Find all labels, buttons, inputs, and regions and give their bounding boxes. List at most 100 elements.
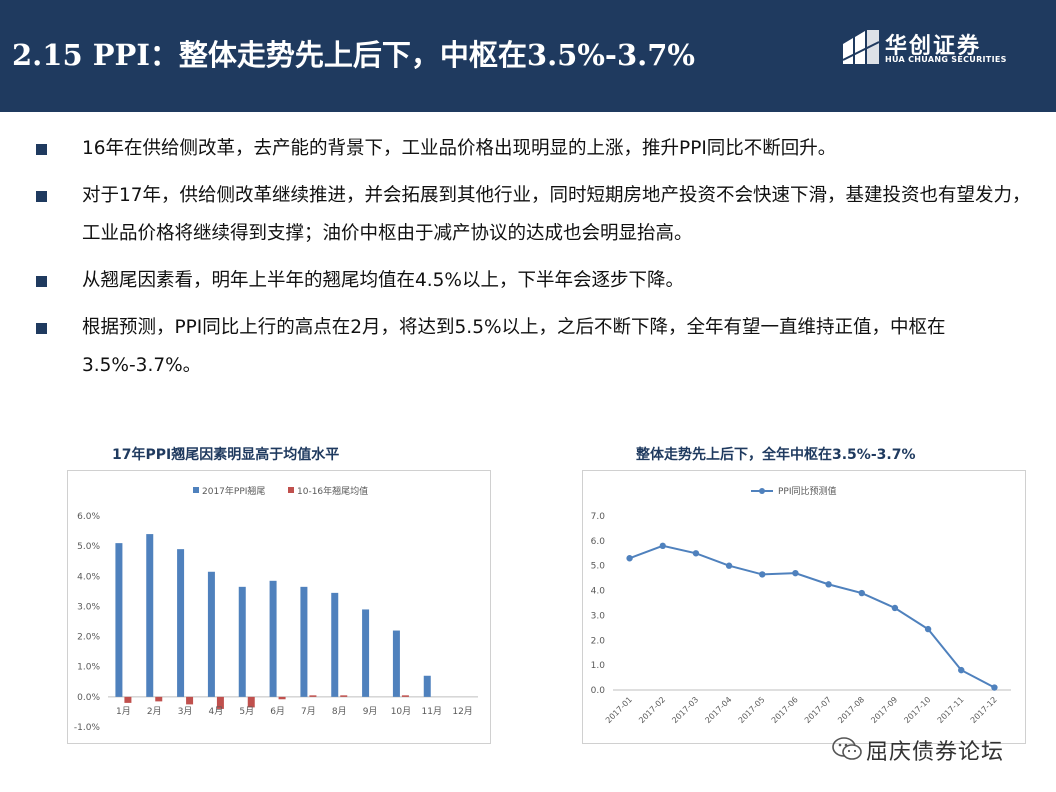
bar-ppi-carryover — [331, 592, 339, 697]
bar-ppi-carryover — [177, 549, 185, 697]
bar-ppi-carryover — [300, 586, 308, 697]
y-tick-label: -1.0% — [74, 723, 101, 733]
bar-avg-carryover — [155, 696, 163, 702]
data-point — [692, 550, 700, 557]
bar-avg-carryover — [401, 695, 409, 697]
bar-avg-carryover — [340, 695, 348, 697]
bar-chart: -1.0% 0.0% 1.0% 2.0% 3.0% 4.0% 5.0% 6.0% 1月 2月 3月 4… — [74, 485, 478, 733]
bar-ppi-carryover — [269, 580, 277, 697]
x-tick-label: 2017-08 — [836, 695, 866, 725]
bar-ppi-carryover — [207, 571, 215, 697]
legend-marker — [759, 488, 765, 494]
bullet-square-icon — [36, 276, 47, 287]
y-tick-label: 0.0 — [591, 686, 606, 696]
data-point — [958, 666, 965, 674]
line-chart-panel: 0.0 1.0 2.0 3.0 4.0 5.0 6.0 7.0 2017-01 2017-02 20… — [582, 470, 1026, 744]
x-tick-label: 12月 — [452, 706, 472, 717]
x-tick-label: 2017-02 — [637, 695, 667, 725]
data-point — [858, 589, 865, 597]
data-point — [924, 625, 932, 633]
bullet-item: 从翘尾因素看，明年上半年的翘尾均值在4.5%以上，下半年会逐步下降。 — [32, 262, 1032, 300]
legend-swatch — [193, 487, 199, 493]
data-point — [659, 542, 666, 550]
x-tick-label: 2017-07 — [803, 695, 833, 725]
bullet-item: 对于17年，供给侧改革继续推进，并会拓展到其他行业，同时短期房地产投资不会快速下… — [32, 177, 1032, 253]
data-point — [891, 604, 899, 612]
data-point — [759, 571, 766, 578]
y-tick-label: 5.0% — [77, 542, 100, 552]
y-tick-label: 1.0 — [591, 661, 606, 671]
page-title: 2.15 PPI：整体走势先上后下，中枢在3.5%-3.7% — [12, 38, 695, 72]
x-tick-label: 2017-04 — [703, 695, 733, 725]
y-tick-label: 4.0 — [591, 587, 606, 597]
x-tick-label: 2017-11 — [936, 695, 966, 725]
bullet-square-icon — [36, 191, 47, 202]
x-tick-label: 2017-06 — [770, 695, 800, 725]
data-point — [792, 569, 799, 577]
x-tick-label: 9月 — [363, 706, 378, 717]
bullet-item: 根据预测，PPI同比上行的高点在2月，将达到5.5%以上，之后不断下降，全年有望… — [32, 309, 1032, 385]
legend-label: 10-16年翘尾均值 — [297, 485, 368, 497]
bar-avg-carryover — [124, 696, 132, 703]
bullet-text: 16年在供给侧改革，去产能的背景下，工业品价格出现明显的上涨，推升PPI同比不断… — [82, 138, 837, 159]
data-point — [991, 684, 998, 691]
x-tick-label: 2017-01 — [604, 695, 634, 725]
y-tick-label: 3.0% — [77, 602, 100, 612]
logo-mark-icon — [843, 30, 879, 64]
bullet-list: 16年在供给侧改革，去产能的背景下，工业品价格出现明显的上涨，推升PPI同比不断… — [32, 130, 1032, 394]
y-tick-label: 3.0 — [591, 611, 606, 621]
x-tick-label: 2017-10 — [902, 695, 932, 725]
data-point — [825, 581, 832, 588]
y-tick-label: 0.0% — [77, 693, 100, 703]
x-tick-label: 2017-03 — [670, 695, 700, 725]
bar-avg-carryover — [278, 696, 286, 700]
x-tick-label: 5月 — [239, 706, 254, 717]
y-tick-label: 7.0 — [591, 512, 606, 522]
series-line-ppi-forecast — [629, 544, 995, 689]
bar-ppi-carryover — [423, 675, 431, 697]
x-tick-label: 4月 — [209, 706, 224, 717]
bullet-square-icon — [36, 144, 47, 155]
legend-label: PPI同比预测值 — [778, 485, 837, 497]
x-tick-label: 2月 — [147, 706, 162, 717]
bar-ppi-carryover — [392, 630, 400, 697]
y-tick-label: 2.0% — [77, 633, 100, 643]
watermark-text: 屈庆债券论坛 — [866, 740, 1005, 765]
bar-avg-carryover — [186, 696, 194, 705]
x-tick-label: 2017-05 — [737, 695, 767, 725]
bar-chart-title: 17年PPI翘尾因素明显高于均值水平 — [112, 447, 340, 463]
x-tick-label: 11月 — [422, 706, 442, 717]
x-tick-label: 10月 — [391, 706, 411, 717]
y-tick-label: 5.0 — [591, 562, 606, 572]
y-tick-label: 4.0% — [77, 572, 100, 582]
bar-avg-carryover — [309, 695, 317, 697]
company-logo: 华创证券 HUA CHUANG SECURITIES — [843, 26, 1006, 76]
data-point — [626, 555, 633, 562]
logo-chinese-name: 华创证券 — [885, 34, 982, 59]
x-tick-label: 1月 — [116, 706, 131, 717]
bar-ppi-carryover — [146, 534, 154, 697]
logo-english-name: HUA CHUANG SECURITIES — [885, 55, 1007, 64]
line-chart-title: 整体走势先上后下，全年中枢在3.5%-3.7% — [636, 447, 916, 463]
bar-ppi-carryover — [362, 609, 370, 697]
wechat-icon — [832, 737, 862, 760]
watermark: 屈庆债券论坛 — [832, 730, 1032, 770]
x-tick-label: 8月 — [332, 706, 347, 717]
bullet-text: 根据预测，PPI同比上行的高点在2月，将达到5.5%以上，之后不断下降，全年有望… — [82, 317, 946, 376]
x-tick-label: 2017-09 — [869, 695, 899, 725]
y-tick-label: 2.0 — [591, 636, 606, 646]
y-tick-label: 1.0% — [77, 663, 100, 673]
y-tick-label: 6.0% — [77, 512, 100, 522]
legend-label: 2017年PPI翘尾 — [202, 485, 265, 497]
bar-avg-carryover — [216, 696, 224, 709]
legend-swatch — [288, 487, 294, 493]
bar-ppi-carryover — [238, 586, 246, 697]
bar-avg-carryover — [247, 696, 255, 708]
bar-chart-panel: -1.0% 0.0% 1.0% 2.0% 3.0% 4.0% 5.0% 6.0% 1月 2月 3月 4… — [67, 470, 491, 744]
bullet-item: 16年在供给侧改革，去产能的背景下，工业品价格出现明显的上涨，推升PPI同比不断… — [32, 130, 1032, 168]
data-point — [725, 562, 733, 569]
x-tick-label: 7月 — [301, 706, 316, 717]
bullet-square-icon — [36, 323, 47, 334]
bar-ppi-carryover — [115, 543, 123, 697]
